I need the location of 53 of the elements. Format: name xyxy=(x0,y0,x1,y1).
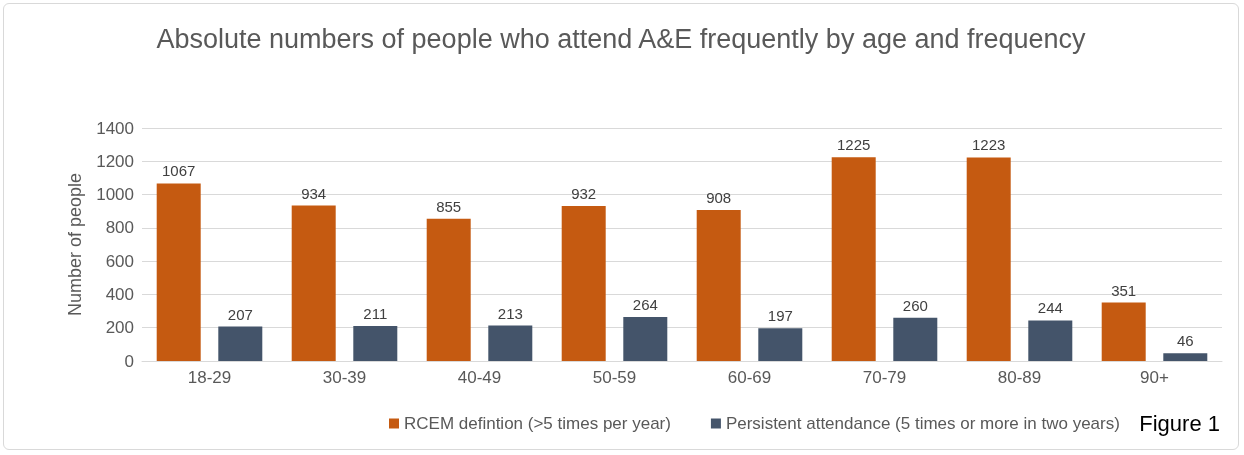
bar xyxy=(218,326,263,361)
data-label: 1223 xyxy=(972,136,1006,154)
y-tick-label: 800 xyxy=(105,218,134,238)
data-label: 244 xyxy=(1037,299,1063,317)
bar xyxy=(1163,353,1208,361)
bar xyxy=(831,157,876,361)
bar xyxy=(966,157,1011,361)
data-label: 1225 xyxy=(837,136,871,154)
bar xyxy=(1028,320,1073,361)
data-label: 197 xyxy=(767,307,793,325)
y-tick-label: 0 xyxy=(124,351,134,371)
x-tick-label: 80-89 xyxy=(997,368,1042,387)
data-label: 908 xyxy=(706,188,732,206)
caption: Figure 1 xyxy=(1139,411,1220,437)
y-tick-label: 400 xyxy=(105,284,134,304)
data-label: 207 xyxy=(227,305,253,323)
y-tick-label: 1000 xyxy=(96,185,134,205)
x-tick-label: 70-79 xyxy=(862,368,907,387)
data-label: 351 xyxy=(1111,281,1137,299)
data-label: 211 xyxy=(363,304,388,322)
data-label: 1067 xyxy=(162,162,196,180)
data-label: 260 xyxy=(902,296,928,314)
bar xyxy=(1101,302,1146,361)
y-axis-title: Number of people xyxy=(65,172,85,317)
bar xyxy=(353,325,398,361)
bar xyxy=(488,325,533,361)
bar xyxy=(291,205,336,361)
data-label: 46 xyxy=(1176,332,1194,350)
y-tick-label: 1200 xyxy=(96,151,134,171)
data-label: 264 xyxy=(632,296,658,314)
data-label: 934 xyxy=(301,184,327,202)
legend-label: RCEM defintion (>5 times per year) xyxy=(404,414,671,433)
y-tick-label: 200 xyxy=(105,318,134,338)
chart-title: Absolute numbers of people who attend A&E frequently by age and frequency xyxy=(156,24,1087,54)
data-label: 213 xyxy=(497,304,523,322)
x-tick-label: 50-59 xyxy=(592,368,637,387)
bar xyxy=(426,218,471,361)
x-tick-label: 60-69 xyxy=(727,368,772,387)
bar xyxy=(696,209,741,361)
bar xyxy=(623,317,668,361)
bar xyxy=(893,317,938,361)
legend-label: Persistent attendance (5 times or more in two years) xyxy=(725,414,1120,433)
x-tick-label: 18-29 xyxy=(187,368,232,387)
y-tick-label: 1400 xyxy=(96,118,134,138)
x-tick-label: 30-39 xyxy=(322,368,367,387)
data-label: 932 xyxy=(571,184,597,202)
x-tick-label: 90+ xyxy=(1140,368,1169,387)
data-label: 855 xyxy=(436,197,462,215)
bar xyxy=(758,328,803,361)
bar xyxy=(156,183,201,361)
x-tick-label: 40-49 xyxy=(457,368,502,387)
y-tick-label: 600 xyxy=(105,251,134,271)
bar xyxy=(561,205,606,361)
